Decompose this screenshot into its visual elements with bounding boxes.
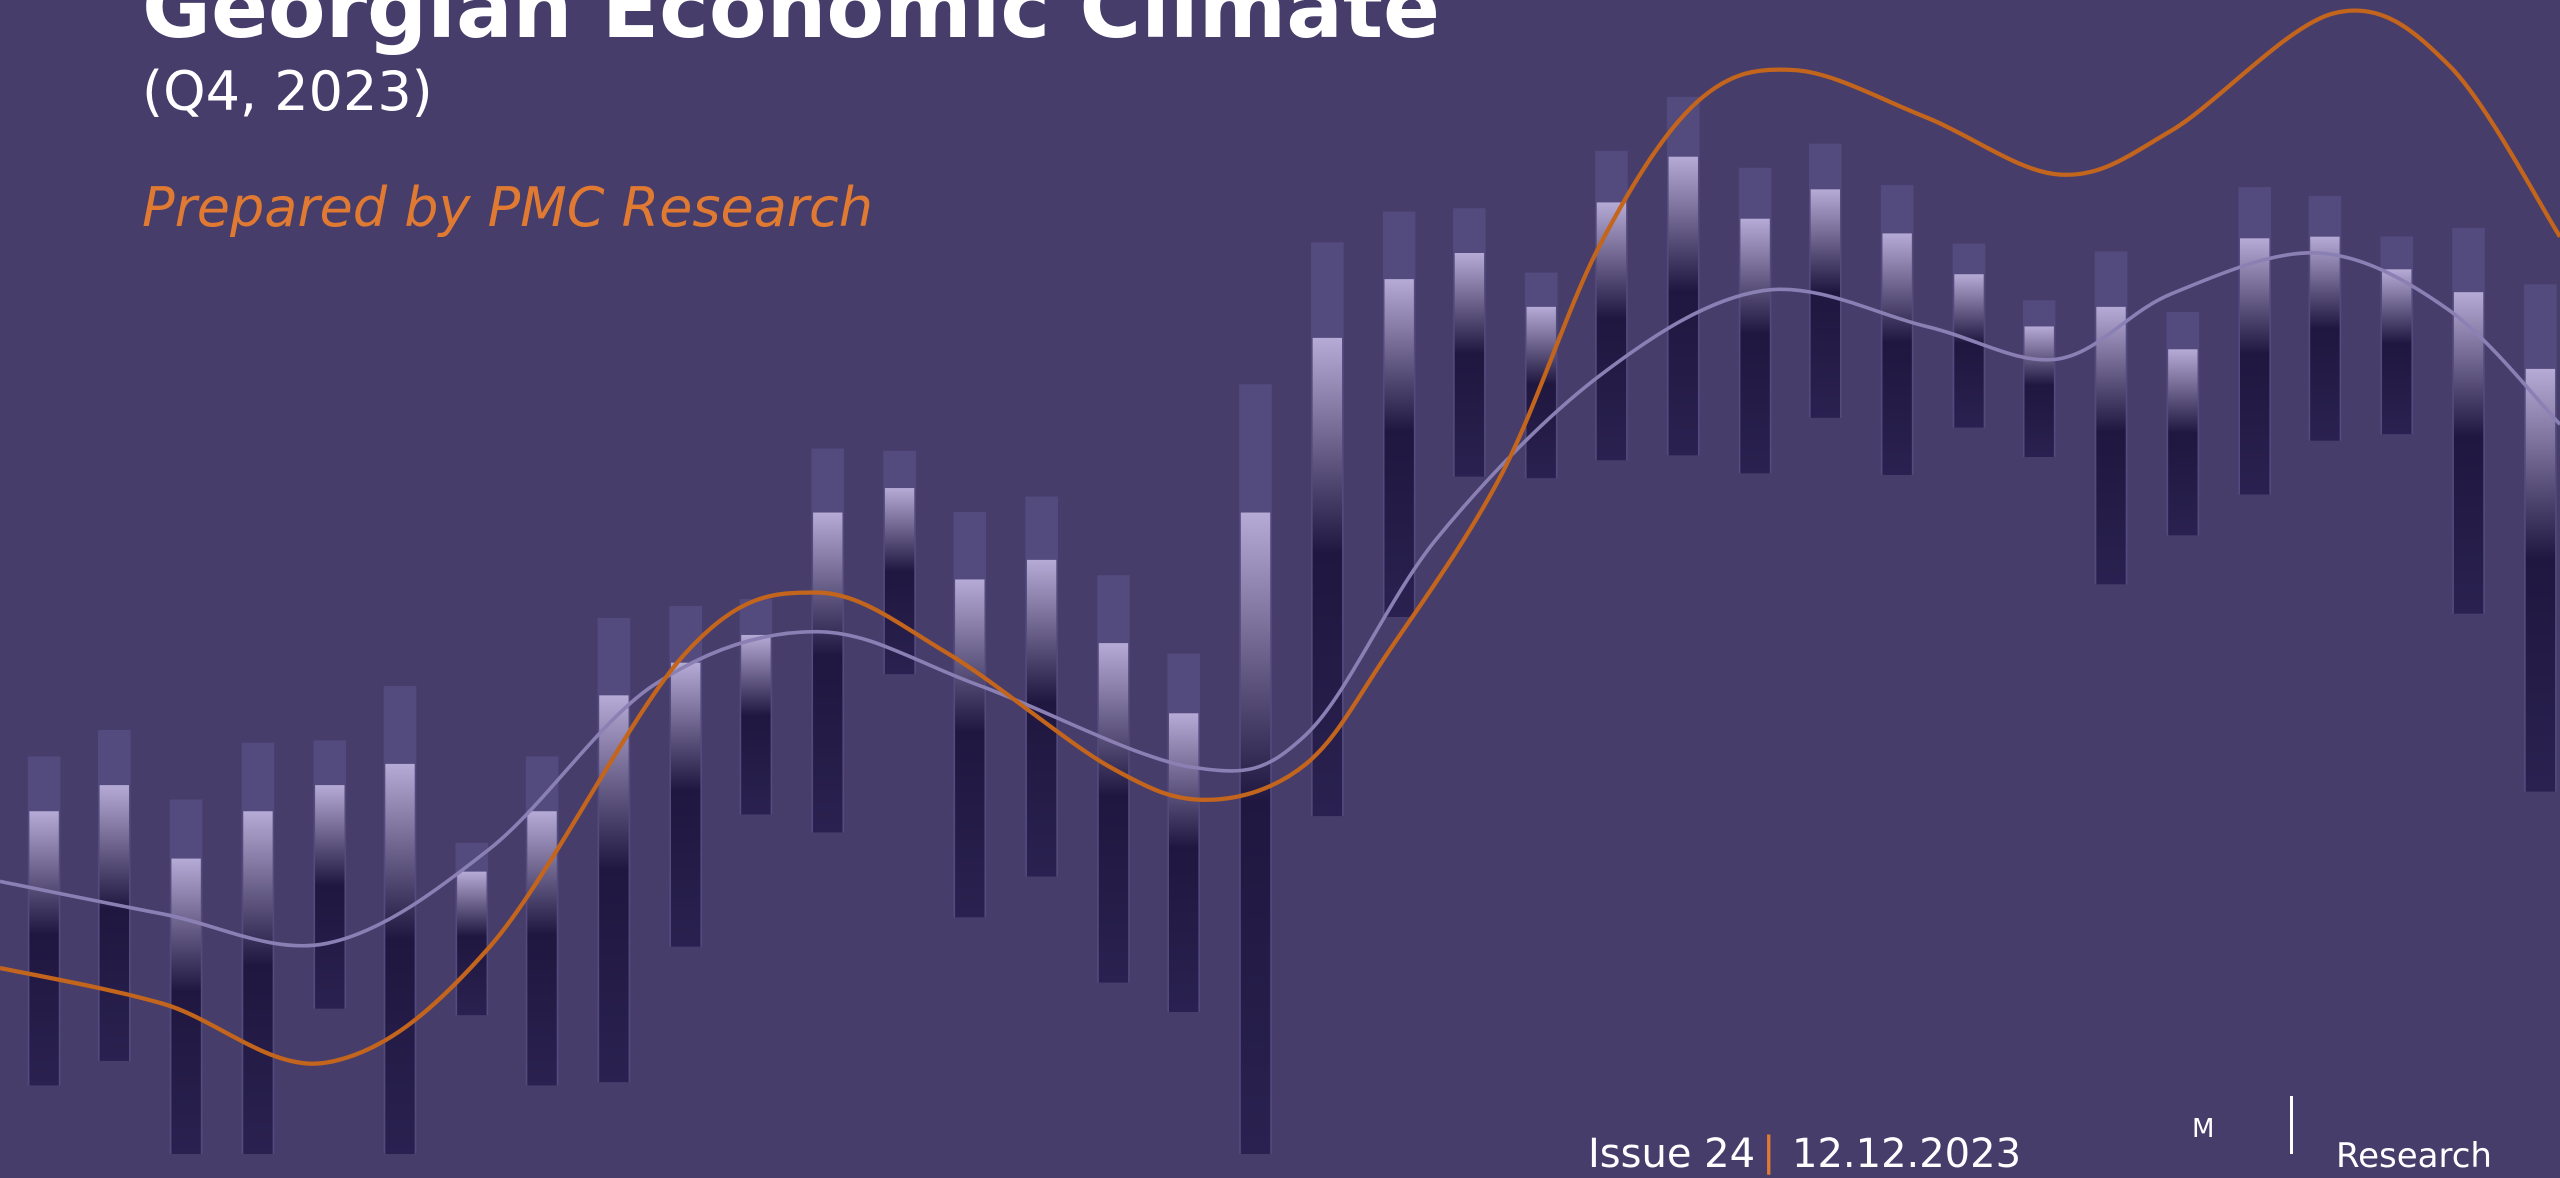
candle-part bbox=[100, 785, 129, 1061]
candle-part bbox=[2454, 292, 2483, 614]
candle-part bbox=[2240, 238, 2269, 494]
candle-part bbox=[1954, 274, 1983, 427]
candle-part bbox=[385, 764, 414, 1154]
divider bbox=[2290, 1096, 2293, 1154]
candle-part bbox=[955, 579, 984, 917]
candle-part bbox=[29, 811, 58, 1085]
candle-part bbox=[1811, 189, 1840, 418]
candle-part bbox=[1384, 279, 1413, 617]
candle-part bbox=[1669, 157, 1698, 456]
brand: Research bbox=[2336, 1136, 2492, 1176]
logo: M bbox=[2192, 1114, 2214, 1144]
candle-part bbox=[2096, 307, 2125, 584]
issue: Issue 24 bbox=[1588, 1130, 1755, 1178]
decorative-candlesticks bbox=[0, 0, 2560, 1154]
candle-part bbox=[2024, 326, 2053, 457]
candle-part bbox=[1527, 307, 1556, 478]
candle-part bbox=[1740, 219, 1769, 474]
candle-part bbox=[1169, 713, 1198, 1012]
candle-part bbox=[1882, 233, 1911, 475]
candle-part bbox=[315, 785, 344, 1009]
candle-part bbox=[2526, 369, 2555, 792]
byline: Prepared by PMC Research bbox=[142, 176, 873, 240]
candle-part bbox=[741, 635, 770, 815]
candle-part bbox=[2168, 349, 2197, 535]
candle-part bbox=[243, 811, 272, 1154]
candle-part bbox=[527, 811, 556, 1085]
candle-part bbox=[1241, 513, 1270, 1154]
separator: | bbox=[1762, 1128, 1775, 1176]
date: 12.12.2023 bbox=[1792, 1130, 2021, 1178]
cover-page: Georgian Economic Climate (Q4, 2023) Pre… bbox=[0, 0, 2560, 1154]
candle-part bbox=[2310, 237, 2339, 441]
title: Georgian Economic Climate bbox=[142, 0, 1440, 58]
candle-part bbox=[2382, 269, 2411, 434]
candle-part bbox=[457, 872, 486, 1016]
candle-part bbox=[671, 663, 700, 947]
candle-part bbox=[1455, 253, 1484, 477]
candle-part bbox=[1099, 643, 1128, 983]
candle-part bbox=[813, 513, 842, 833]
subtitle: (Q4, 2023) bbox=[142, 60, 433, 124]
